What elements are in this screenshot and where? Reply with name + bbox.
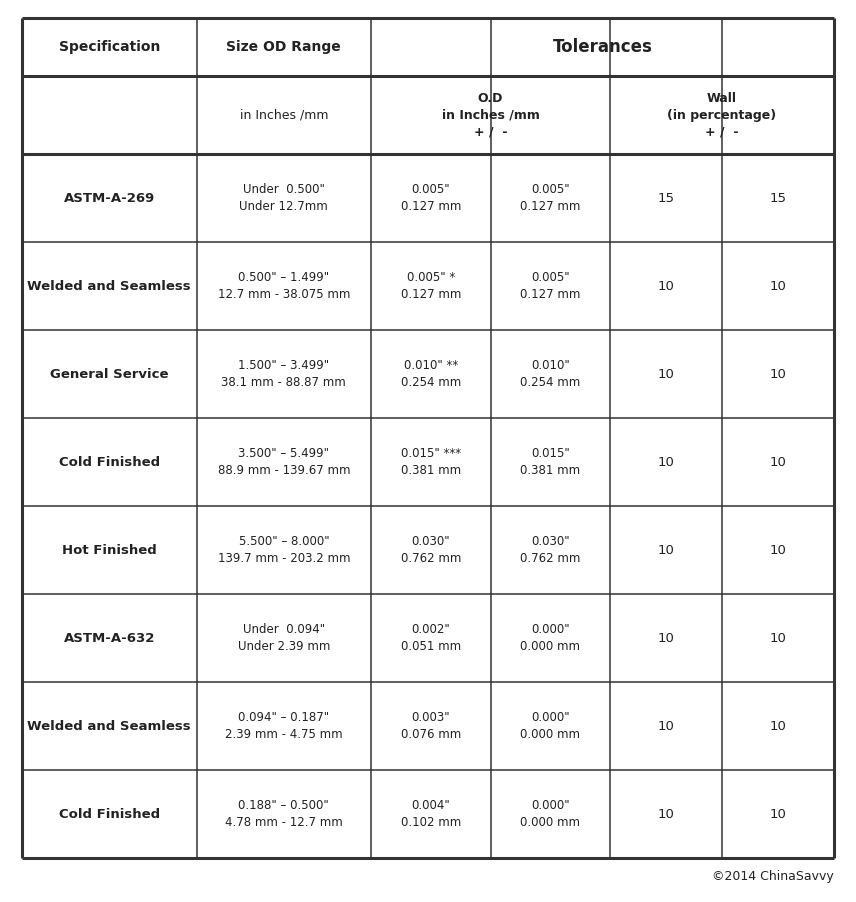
Text: 10: 10 xyxy=(657,544,675,557)
Text: 10: 10 xyxy=(770,367,787,381)
Text: Cold Finished: Cold Finished xyxy=(59,807,160,821)
Text: 10: 10 xyxy=(657,631,675,645)
Text: 10: 10 xyxy=(770,280,787,292)
Text: 15: 15 xyxy=(657,191,675,205)
Text: 0.500" – 1.499"
12.7 mm - 38.075 mm: 0.500" – 1.499" 12.7 mm - 38.075 mm xyxy=(217,271,350,301)
Text: Hot Finished: Hot Finished xyxy=(62,544,157,557)
Text: 10: 10 xyxy=(770,456,787,468)
Text: 0.002"
0.051 mm: 0.002" 0.051 mm xyxy=(401,623,461,653)
Text: 10: 10 xyxy=(657,720,675,732)
Text: O.D
in Inches /mm
+ /  -: O.D in Inches /mm + / - xyxy=(442,91,539,139)
Text: 0.015" ***
0.381 mm: 0.015" *** 0.381 mm xyxy=(401,447,461,477)
Text: 0.005"
0.127 mm: 0.005" 0.127 mm xyxy=(520,271,580,301)
Text: in Inches /mm: in Inches /mm xyxy=(240,108,328,122)
Text: Cold Finished: Cold Finished xyxy=(59,456,160,468)
Text: 10: 10 xyxy=(770,544,787,557)
Text: 10: 10 xyxy=(657,456,675,468)
Text: 0.010" **
0.254 mm: 0.010" ** 0.254 mm xyxy=(401,359,461,389)
Text: Specification: Specification xyxy=(58,40,160,54)
Text: 10: 10 xyxy=(657,807,675,821)
Text: 0.005" *
0.127 mm: 0.005" * 0.127 mm xyxy=(401,271,461,301)
Text: 1.500" – 3.499"
38.1 mm - 88.87 mm: 1.500" – 3.499" 38.1 mm - 88.87 mm xyxy=(222,359,346,389)
Text: 5.500" – 8.000"
139.7 mm - 203.2 mm: 5.500" – 8.000" 139.7 mm - 203.2 mm xyxy=(217,535,350,565)
Text: 0.094" – 0.187"
2.39 mm - 4.75 mm: 0.094" – 0.187" 2.39 mm - 4.75 mm xyxy=(225,711,342,741)
Text: 0.000"
0.000 mm: 0.000" 0.000 mm xyxy=(520,711,580,741)
Text: 3.500" – 5.499"
88.9 mm - 139.67 mm: 3.500" – 5.499" 88.9 mm - 139.67 mm xyxy=(217,447,350,477)
Text: Under  0.500"
Under 12.7mm: Under 0.500" Under 12.7mm xyxy=(240,183,328,213)
Text: General Service: General Service xyxy=(50,367,169,381)
Text: 10: 10 xyxy=(657,367,675,381)
Text: 10: 10 xyxy=(657,280,675,292)
Text: Size OD Range: Size OD Range xyxy=(227,40,342,54)
Text: ©2014 ChinaSavvy: ©2014 ChinaSavvy xyxy=(712,870,834,883)
Text: 0.003"
0.076 mm: 0.003" 0.076 mm xyxy=(401,711,461,741)
Text: 0.000"
0.000 mm: 0.000" 0.000 mm xyxy=(520,623,580,653)
Text: ASTM-A-269: ASTM-A-269 xyxy=(63,191,155,205)
Text: 0.030"
0.762 mm: 0.030" 0.762 mm xyxy=(401,535,461,565)
Text: 0.015"
0.381 mm: 0.015" 0.381 mm xyxy=(520,447,580,477)
Text: 10: 10 xyxy=(770,720,787,732)
Text: 0.000"
0.000 mm: 0.000" 0.000 mm xyxy=(520,799,580,829)
Text: 0.005"
0.127 mm: 0.005" 0.127 mm xyxy=(401,183,461,213)
Text: 10: 10 xyxy=(770,631,787,645)
Text: Wall
(in percentage)
+ /  -: Wall (in percentage) + / - xyxy=(668,91,776,139)
Text: 0.005"
0.127 mm: 0.005" 0.127 mm xyxy=(520,183,580,213)
Text: 10: 10 xyxy=(770,807,787,821)
Text: Welded and Seamless: Welded and Seamless xyxy=(27,280,191,292)
Text: 0.030"
0.762 mm: 0.030" 0.762 mm xyxy=(520,535,580,565)
Text: 0.010"
0.254 mm: 0.010" 0.254 mm xyxy=(520,359,580,389)
Text: Welded and Seamless: Welded and Seamless xyxy=(27,720,191,732)
Text: 0.188" – 0.500"
4.78 mm - 12.7 mm: 0.188" – 0.500" 4.78 mm - 12.7 mm xyxy=(225,799,342,829)
Text: ASTM-A-632: ASTM-A-632 xyxy=(63,631,155,645)
Text: 0.004"
0.102 mm: 0.004" 0.102 mm xyxy=(401,799,461,829)
Text: Tolerances: Tolerances xyxy=(553,38,652,56)
Text: Under  0.094"
Under 2.39 mm: Under 0.094" Under 2.39 mm xyxy=(238,623,330,653)
Text: 15: 15 xyxy=(770,191,787,205)
